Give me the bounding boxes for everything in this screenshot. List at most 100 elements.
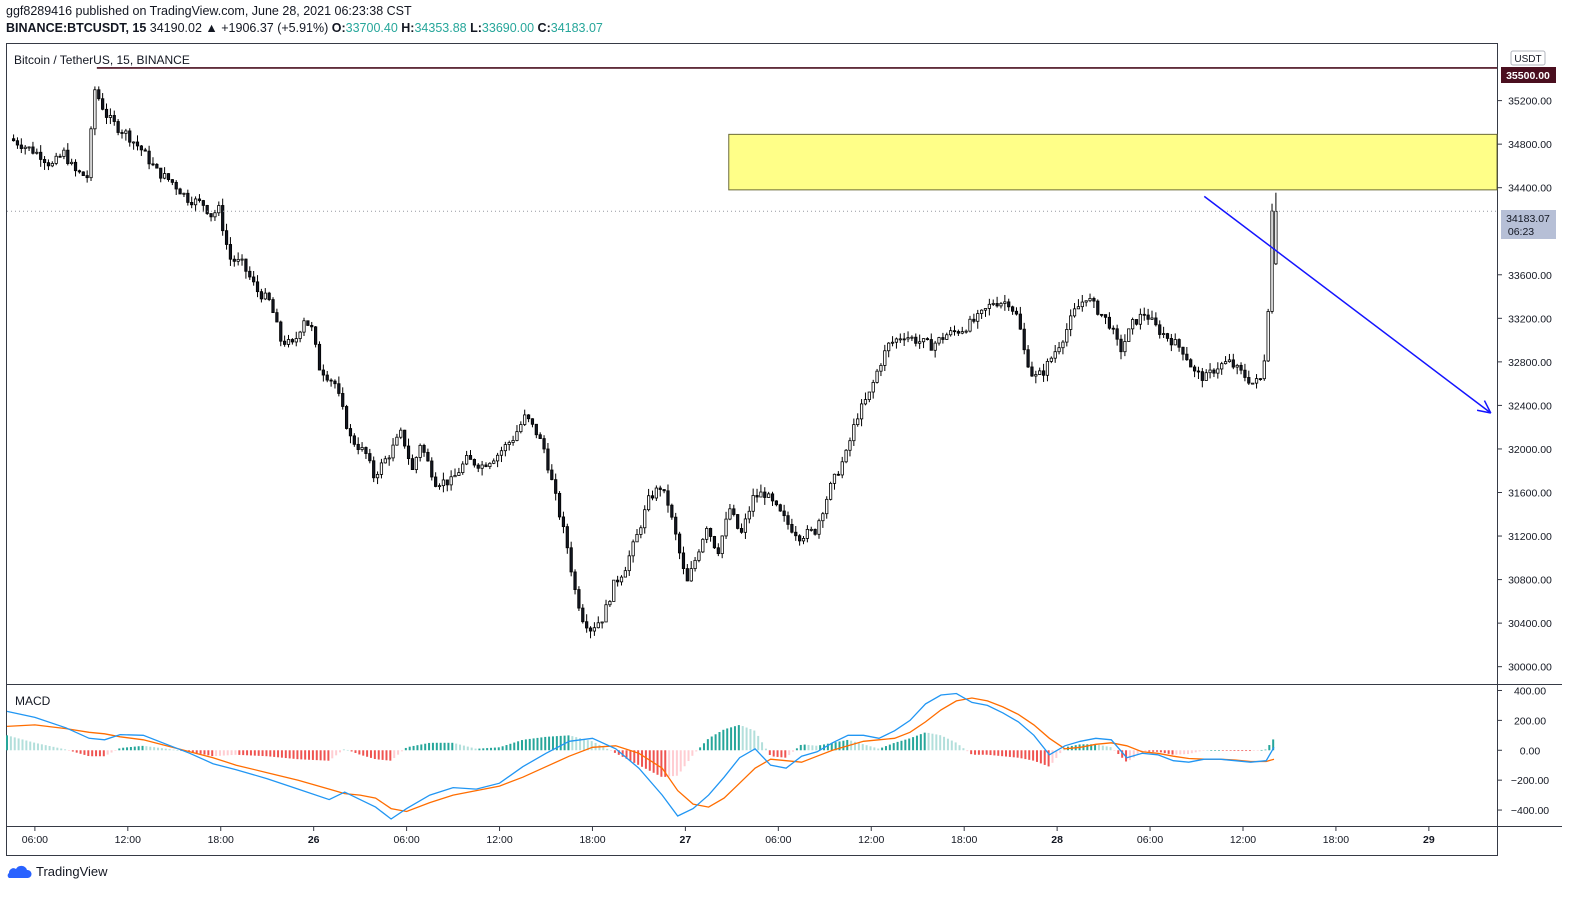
macd-histogram-bar [83,750,86,755]
macd-histogram-bar [389,750,392,761]
macd-histogram-bar [1105,746,1108,751]
macd-histogram-bar [230,750,233,756]
macd-histogram-bar [1086,744,1089,751]
candle-body [128,130,132,143]
price-tick-label: 32000.00 [1508,444,1552,456]
candle-body [410,458,415,471]
candle-body [798,535,802,542]
macd-histogram-bar [1117,750,1120,755]
candle-body [588,627,593,632]
candle-body [786,515,790,525]
candle-body [770,493,775,502]
candle-body [604,604,608,623]
macd-histogram-bar [540,737,543,751]
macd-histogram-bar [985,750,988,755]
macd-histogram-bar [730,727,733,751]
macd-histogram-bar [1128,750,1131,761]
macd-histogram-bar [672,750,675,777]
candle-body [112,115,116,122]
candle-body [406,445,411,460]
macd-histogram-bar [846,739,849,751]
candle-body [1092,298,1096,302]
macd-histogram-bar [369,750,372,758]
candle-body [925,338,930,340]
macd-histogram-bar [714,734,717,751]
candle-body [248,270,252,278]
macd-histogram-bar [943,736,946,751]
macd-histogram-bar [157,747,160,751]
candle-body [569,547,573,573]
macd-histogram-bar [102,750,105,757]
macd-histogram-bar [505,745,508,751]
macd-histogram-bar [486,748,489,751]
macd-histogram-bar [617,750,620,755]
candle-body [887,342,891,352]
candle-body [132,141,136,144]
macd-histogram-bar [1005,750,1008,757]
macd-histogram-bar [764,748,767,751]
candle-body [329,379,333,382]
candle-body [97,89,101,100]
candle-body [1065,329,1069,343]
macd-histogram-bar [176,750,179,751]
price-tick-label: 32400.00 [1508,400,1552,412]
macd-histogram-bar [1055,750,1058,758]
candle-body [801,538,806,542]
macd-histogram-bar [381,750,384,760]
candle-body [1266,311,1270,362]
currency-badge[interactable] [1510,50,1546,66]
candle-body [441,479,445,487]
price-badge-countdown: 06:23 [1508,226,1534,238]
candle-body [767,493,771,498]
macd-histogram-bar [753,730,756,751]
candle-body [232,258,236,262]
macd-histogram-bar [238,750,241,755]
macd-histogram-bar [842,740,845,751]
candle-body [666,490,670,506]
macd-histogram-bar [91,750,94,757]
time-tick-label: 06:00 [1137,834,1163,846]
macd-histogram-bar [451,742,454,751]
candle-body [554,479,558,494]
macd-histogram-bar [141,745,144,751]
candle-body [27,146,31,149]
macd-histogram-bar [1187,750,1190,755]
candle-body [1115,328,1119,340]
candle-body [279,321,283,342]
time-tick-label: 06:00 [765,834,791,846]
candle-body [956,331,960,334]
macd-histogram-bar [579,738,582,751]
candle-body [1119,338,1123,353]
candle-body [790,524,794,533]
candle-body [50,163,54,167]
candle-body [612,579,616,602]
macd-histogram-bar [67,750,70,751]
candle-body [217,205,221,214]
candle-body [685,568,689,582]
candle-body [209,213,213,218]
candle-body [360,447,364,450]
tradingview-logo[interactable]: TradingView [6,864,108,879]
candle-body [778,504,782,512]
candle-body [906,337,910,340]
macd-histogram-bar [741,726,744,751]
candle-body [1076,306,1081,310]
candle-body [658,487,662,490]
candle-body [228,244,233,260]
candle-body [341,393,345,407]
macd-histogram-bar [1043,750,1046,765]
candle-body [1243,369,1247,378]
macd-histogram-bar [246,750,249,756]
candle-body [681,552,686,569]
macd-histogram-bar [25,740,28,751]
candle-body [1251,382,1255,385]
candle-body [1212,369,1216,374]
macd-histogram-bar [768,750,771,755]
macd-histogram-bar [1241,750,1244,752]
candle-body [550,469,554,481]
candle-body [480,464,484,469]
macd-histogram-bar [710,736,713,751]
candle-body [701,538,705,553]
macd-histogram-bar [1132,750,1135,758]
